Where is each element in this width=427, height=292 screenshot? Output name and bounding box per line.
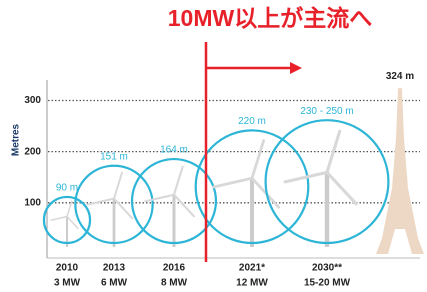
x-tick-label: 2010 (56, 263, 79, 274)
x-tick-label: 2030** (312, 263, 342, 274)
arrow-head (290, 62, 302, 74)
y-axis-label: Metres (11, 123, 22, 156)
data-label: 151 m (100, 151, 128, 162)
turbine-blade (174, 195, 194, 217)
turbine-blade (174, 167, 183, 195)
turbine-blade (67, 217, 78, 229)
y-tick-label: 300 (24, 95, 41, 106)
data-label: 90 m (56, 183, 78, 194)
reference-tower (376, 88, 424, 254)
turbine-blade (145, 195, 174, 202)
data-label: 164 m (160, 145, 188, 156)
x-sublabel: 12 MW (236, 278, 268, 289)
turbine-blade (88, 199, 114, 205)
x-sublabel: 15-20 MW (304, 278, 351, 289)
x-sublabel: 8 MW (161, 278, 188, 289)
turbine-blade (327, 172, 356, 204)
x-sublabel: 6 MW (101, 278, 128, 289)
turbine-blade (252, 141, 264, 179)
x-tick-label: 2013 (103, 263, 126, 274)
x-tick-label: 2021* (239, 263, 265, 274)
data-label: 220 m (238, 116, 266, 127)
chart: Metres 10MW以上が主流へ 100 200 300 324 m 2010 3 MW… (0, 0, 427, 292)
reference-label: 324 m (386, 71, 414, 82)
turbine-blade (114, 173, 122, 199)
turbine-blade (114, 199, 132, 219)
turbine-blade (214, 178, 252, 187)
x-sublabel: 3 MW (54, 278, 81, 289)
annotation-title: 10MW以上が主流へ (168, 5, 372, 31)
data-label: 230 - 250 m (300, 106, 353, 117)
y-tick-label: 100 (24, 197, 41, 208)
x-tick-label: 2016 (163, 263, 186, 274)
turbine-blade (51, 217, 67, 221)
y-tick-label: 200 (24, 146, 41, 157)
